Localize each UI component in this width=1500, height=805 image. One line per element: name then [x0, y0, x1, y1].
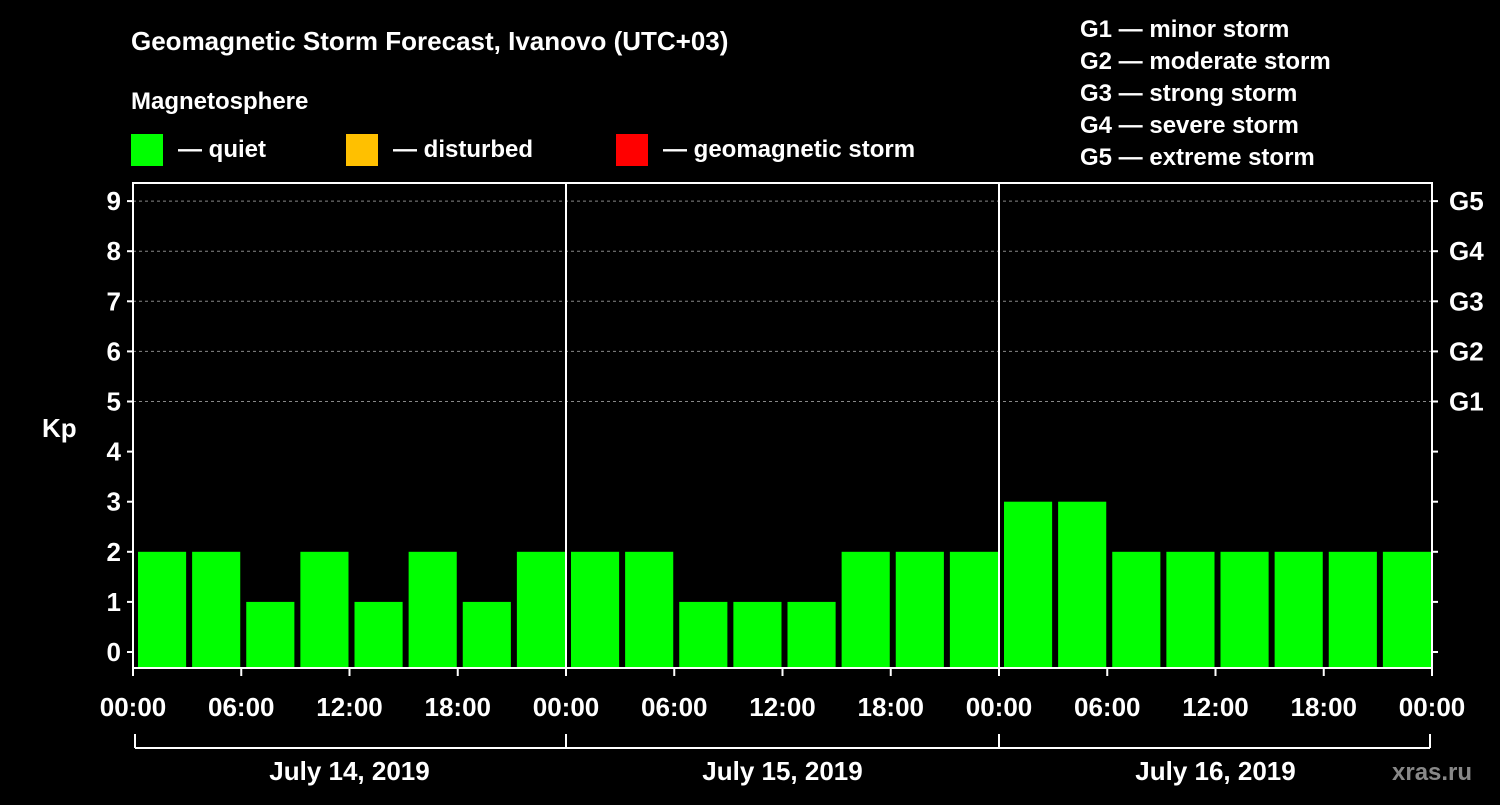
kp-bar — [1166, 551, 1215, 667]
x-tick-label: 18:00 — [858, 692, 925, 722]
g-scale-label: G5 — [1449, 186, 1484, 216]
kp-bar — [462, 601, 511, 667]
kp-bar — [1220, 551, 1269, 667]
x-tick-label: 00:00 — [100, 692, 167, 722]
x-tick-label: 06:00 — [1074, 692, 1141, 722]
storm-scale-legend: G1 — minor storm G2 — moderate storm G3 — … — [1080, 16, 1331, 171]
kp-bar — [1058, 501, 1107, 667]
y-tick-label: 3 — [107, 487, 121, 517]
legend-label: — quiet — [178, 136, 266, 163]
kp-bar — [1328, 551, 1377, 667]
kp-bar — [949, 551, 998, 667]
y-tick-label: 0 — [107, 637, 121, 667]
kp-bar — [787, 601, 836, 667]
y-axis-label: Kp — [42, 413, 77, 443]
x-tick-label: 00:00 — [966, 692, 1033, 722]
legend-swatch — [346, 134, 378, 166]
plot-area: 0 1 2 3 4 5 6 7 8 9 G1 G2 G3 G4 G5 00:00 06:00 12:00 18:00… — [100, 182, 1484, 786]
legend-swatch — [616, 134, 648, 166]
y-tick-label: 8 — [107, 236, 121, 266]
kp-bar — [679, 601, 728, 667]
x-tick-label: 12:00 — [316, 692, 383, 722]
kp-bar — [192, 551, 241, 667]
g-scale-label: G3 — [1449, 286, 1484, 316]
g-scale-label: G4 — [1449, 236, 1484, 266]
kp-bar — [516, 551, 565, 667]
kp-bar — [625, 551, 674, 667]
x-tick-label: 18:00 — [425, 692, 492, 722]
legend-label: — geomagnetic storm — [663, 136, 915, 163]
kp-bar — [1382, 551, 1431, 667]
legend-title: Magnetosphere — [131, 88, 308, 115]
y-tick-label: 7 — [107, 286, 121, 316]
day-label: July 15, 2019 — [702, 756, 862, 786]
day-label: July 16, 2019 — [1135, 756, 1295, 786]
x-tick-label: 00:00 — [1399, 692, 1466, 722]
y-tick-label: 4 — [107, 437, 122, 467]
y-tick-label: 1 — [107, 587, 121, 617]
kp-bar — [571, 551, 620, 667]
legend-swatch — [131, 134, 163, 166]
g-scale-label: G1 — [1449, 387, 1484, 417]
y-tick-label: 5 — [107, 387, 121, 417]
x-tick-label: 00:00 — [533, 692, 600, 722]
y-tick-label: 2 — [107, 537, 121, 567]
kp-bar — [408, 551, 457, 667]
kp-bar — [1004, 501, 1053, 667]
storm-scale-item: G5 — extreme storm — [1080, 144, 1315, 171]
y-tick-label: 6 — [107, 336, 121, 366]
storm-scale-item: G3 — strong storm — [1080, 80, 1297, 107]
kp-bar — [300, 551, 349, 667]
kp-bar — [354, 601, 403, 667]
legend-label: — disturbed — [393, 136, 533, 163]
kp-bar — [841, 551, 890, 667]
kp-bar — [246, 601, 295, 667]
x-tick-label: 06:00 — [208, 692, 275, 722]
x-tick-label: 06:00 — [641, 692, 708, 722]
x-tick-label: 12:00 — [1182, 692, 1249, 722]
kp-bar — [1112, 551, 1161, 667]
watermark: xras.ru — [1392, 759, 1472, 786]
storm-scale-item: G1 — minor storm — [1080, 16, 1289, 43]
kp-bar — [138, 551, 187, 667]
storm-scale-item: G4 — severe storm — [1080, 112, 1299, 139]
kp-bar — [895, 551, 944, 667]
g-scale-label: G2 — [1449, 336, 1484, 366]
storm-scale-item: G2 — moderate storm — [1080, 48, 1331, 75]
chart-title: Geomagnetic Storm Forecast, Ivanovo (UTC… — [131, 26, 728, 56]
legend: — quiet — disturbed — geomagnetic storm — [131, 134, 915, 166]
kp-bar — [733, 601, 782, 667]
x-tick-label: 12:00 — [749, 692, 816, 722]
x-tick-label: 18:00 — [1291, 692, 1358, 722]
day-label: July 14, 2019 — [269, 756, 429, 786]
y-tick-label: 9 — [107, 186, 121, 216]
kp-bar — [1274, 551, 1323, 667]
